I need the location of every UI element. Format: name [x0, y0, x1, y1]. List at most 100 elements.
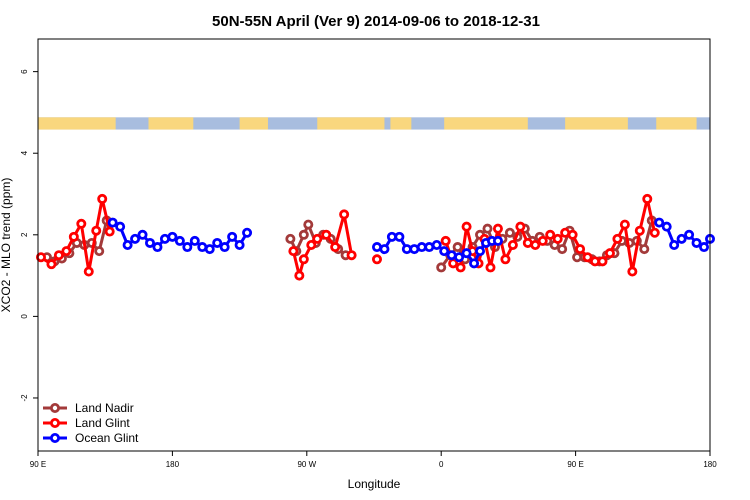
- ocean-glint-point-0-11: [189, 235, 200, 246]
- ocean-glint-point-1-17: [492, 235, 503, 246]
- land-glint-point-0-7: [91, 225, 102, 236]
- land-glint-point-3-14: [537, 235, 548, 246]
- land-glint-point-3-20: [582, 252, 593, 263]
- land-glint-point-0-0: [35, 252, 46, 263]
- ocean-glint-point-0-10: [182, 242, 193, 253]
- land-glint-point-3-8: [492, 223, 503, 234]
- legend-marker-ocean-glint: [50, 432, 61, 443]
- land-glint-point-1-7: [339, 209, 350, 220]
- legend-label-land-nadir: Land Nadir: [75, 401, 134, 415]
- legend-marker-land-nadir: [50, 402, 61, 413]
- x-tick-label-5: 180: [703, 460, 717, 469]
- land-glint-point-3-11: [515, 221, 526, 232]
- land-band-segment-3: [317, 117, 385, 130]
- land-band-segment-7: [656, 117, 697, 130]
- land-glint-point-1-4: [312, 233, 323, 244]
- land-glint-point-1-8: [346, 250, 357, 261]
- land-nadir-point-2-2: [452, 242, 463, 253]
- land-nadir-point-1-3: [303, 219, 314, 230]
- ocean-glint-point-1-14: [475, 246, 486, 257]
- land-glint-point-3-7: [485, 262, 496, 273]
- ocean-glint-point-2-5: [691, 237, 702, 248]
- land-glint-point-0-5: [76, 218, 87, 229]
- land-glint-point-3-0: [440, 235, 451, 246]
- land-glint-point-3-9: [500, 254, 511, 265]
- y-tick-label-0: -2: [20, 394, 29, 402]
- y-tick-label-3: 4: [20, 150, 29, 155]
- land-glint-point-3-28: [642, 193, 653, 204]
- ocean-glint-point-0-5: [144, 237, 155, 248]
- ocean-glint-point-0-13: [204, 244, 215, 255]
- ocean-glint-point-2-1: [661, 221, 672, 232]
- series-land-glint: [35, 193, 660, 281]
- land-nadir-point-1-0: [285, 233, 296, 244]
- y-tick-label-1: 0: [20, 314, 29, 319]
- x-axis-label: Longitude: [348, 477, 401, 491]
- land-nadir-point-2-27: [639, 244, 650, 255]
- x-tick-label-0: 90 E: [30, 460, 46, 469]
- legend-item-land-nadir: Land Nadir: [43, 401, 134, 415]
- ocean-glint-point-1-3: [394, 231, 405, 242]
- legend-label-ocean-glint: Ocean Glint: [75, 431, 139, 445]
- land-glint-point-0-4: [68, 231, 79, 242]
- land-glint-point-0-1: [46, 259, 57, 270]
- land-glint-point-1-1: [294, 270, 305, 281]
- ocean-glint-point-0-6: [152, 242, 163, 253]
- ocean-glint-point-1-13: [469, 258, 480, 269]
- chart-title: 50N-55N April (Ver 9) 2014-09-06 to 2018…: [212, 13, 540, 30]
- ocean-glint-point-1-1: [379, 244, 390, 255]
- land-glint-point-1-6: [330, 242, 341, 253]
- land-glint-point-3-24: [612, 233, 623, 244]
- x-axis: 90 E 180 90 W 0 90 E 180: [30, 451, 717, 469]
- land-glint-point-3-22: [597, 256, 608, 267]
- land-glint-point-1-2: [298, 254, 309, 265]
- land-nadir-point-2-16: [557, 244, 568, 255]
- land-glint-point-1-5: [321, 229, 332, 240]
- land-glint-point-1-3: [306, 239, 317, 250]
- land-glint-point-3-16: [552, 233, 563, 244]
- land-glint-point-0-6: [83, 266, 94, 277]
- ocean-glint-point-2-3: [676, 233, 687, 244]
- y-axis: -2 0 2 4 6: [20, 69, 38, 402]
- land-glint-point-3-29: [649, 227, 660, 238]
- ocean-glint-point-0-18: [242, 227, 253, 238]
- ocean-glint-point-0-4: [137, 229, 148, 240]
- land-glint-point-0-9: [104, 226, 115, 237]
- land-glint-point-3-27: [634, 225, 645, 236]
- land-glint-line-1: [291, 212, 354, 278]
- land-glint-point-3-2: [455, 262, 466, 273]
- land-nadir-point-1-2: [298, 229, 309, 240]
- land-glint-point-3-19: [575, 244, 586, 255]
- land-band-segment-4: [390, 117, 412, 130]
- ocean-glint-point-2-4: [684, 229, 695, 240]
- ocean-glint-point-2-0: [654, 217, 665, 228]
- x-tick-label-2: 90 W: [297, 460, 316, 469]
- legend-marker-land-glint: [50, 417, 61, 428]
- ocean-glint-point-0-16: [227, 231, 238, 242]
- ocean-glint-point-0-14: [212, 237, 223, 248]
- land-glint-line-0: [40, 197, 112, 273]
- land-band-segment-1: [148, 117, 194, 130]
- ocean-glint-point-1-12: [461, 248, 472, 259]
- legend-item-land-glint: Land Glint: [43, 416, 130, 430]
- legend-label-land-glint: Land Glint: [75, 416, 130, 430]
- legend-item-ocean-glint: Ocean Glint: [43, 431, 139, 445]
- land-glint-point-2-0: [371, 254, 382, 265]
- land-nadir-point-2-6: [482, 223, 493, 234]
- land-glint-point-0-3: [61, 246, 72, 257]
- land-glint-point-3-3: [461, 221, 472, 232]
- y-tick-label-4: 6: [20, 69, 29, 74]
- y-axis-label: XCO2 - MLO trend (ppm): [0, 178, 13, 313]
- ocean-glint-point-0-2: [122, 239, 133, 250]
- ocean-glint-point-1-11: [454, 252, 465, 263]
- ocean-glint-point-0-8: [167, 231, 178, 242]
- land-glint-point-3-15: [545, 229, 556, 240]
- land-glint-point-0-8: [97, 193, 108, 204]
- ocean-glint-point-2-2: [669, 239, 680, 250]
- x-tick-label-1: 180: [166, 460, 180, 469]
- series-layer: [35, 193, 716, 281]
- land-glint-point-0-2: [53, 250, 64, 261]
- plot-frame: [37, 38, 711, 452]
- land-band-segment-6: [565, 117, 628, 130]
